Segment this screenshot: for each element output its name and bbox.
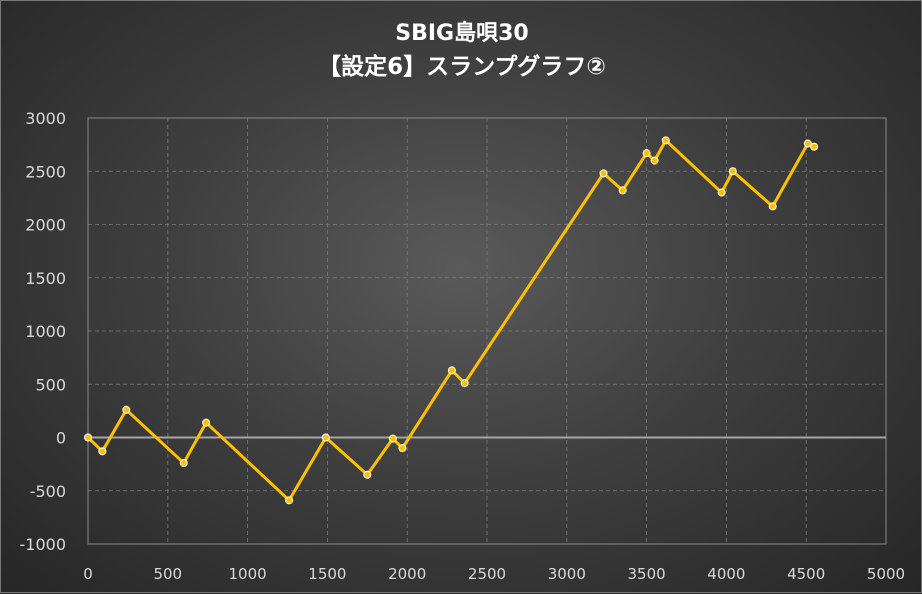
data-point bbox=[321, 433, 330, 442]
series-layer bbox=[84, 136, 819, 505]
x-tick-label: 3000 bbox=[548, 565, 586, 583]
data-point bbox=[460, 379, 469, 388]
x-tick-label: 1000 bbox=[229, 565, 267, 583]
data-point bbox=[98, 447, 107, 456]
x-tick-label: 0 bbox=[83, 565, 93, 583]
x-tick-label: 1500 bbox=[308, 565, 346, 583]
x-tick-label: 2500 bbox=[468, 565, 506, 583]
y-tick-label: 2000 bbox=[25, 216, 66, 235]
y-tick-label: 0 bbox=[56, 429, 66, 448]
tick-labels: 0 500 1000 1500 2000 2500 3000 3500 4000 4500 5000… bbox=[20, 109, 906, 583]
data-point bbox=[179, 459, 188, 468]
data-point bbox=[285, 496, 294, 505]
x-tick-label: 4000 bbox=[707, 565, 745, 583]
data-point bbox=[122, 405, 131, 414]
series-line bbox=[86, 138, 816, 502]
data-point bbox=[398, 444, 407, 453]
data-point bbox=[447, 366, 456, 375]
data-point bbox=[650, 156, 659, 165]
y-tick-label: 1000 bbox=[25, 322, 66, 341]
data-point bbox=[728, 167, 737, 176]
data-point bbox=[363, 470, 372, 479]
y-tick-label: 500 bbox=[35, 375, 66, 394]
x-tick-label: 4500 bbox=[787, 565, 825, 583]
plot-area-border bbox=[87, 117, 887, 545]
y-tick-label: 1500 bbox=[25, 269, 66, 288]
data-point bbox=[810, 142, 819, 151]
chart-subtitle: 【設定6】スランプグラフ② bbox=[318, 54, 606, 80]
grid-lines bbox=[88, 118, 886, 544]
data-point bbox=[618, 186, 627, 195]
y-tick-label: -1000 bbox=[20, 535, 67, 554]
data-point bbox=[84, 433, 92, 442]
y-tick-label: 2500 bbox=[25, 162, 66, 181]
y-tick-label: 3000 bbox=[25, 109, 66, 128]
data-point bbox=[768, 202, 777, 211]
data-point bbox=[202, 418, 211, 427]
data-point bbox=[717, 188, 726, 197]
chart-title: SBIG島唄30 bbox=[395, 21, 529, 46]
data-point bbox=[388, 434, 397, 443]
x-tick-label: 500 bbox=[153, 565, 182, 583]
data-point bbox=[803, 139, 812, 148]
data-point bbox=[642, 149, 651, 158]
x-tick-label: 2000 bbox=[388, 565, 426, 583]
x-tick-label: 5000 bbox=[867, 565, 905, 583]
y-tick-label: -500 bbox=[30, 482, 66, 501]
x-tick-label: 3500 bbox=[628, 565, 666, 583]
data-point bbox=[599, 169, 608, 178]
data-point bbox=[661, 136, 670, 145]
